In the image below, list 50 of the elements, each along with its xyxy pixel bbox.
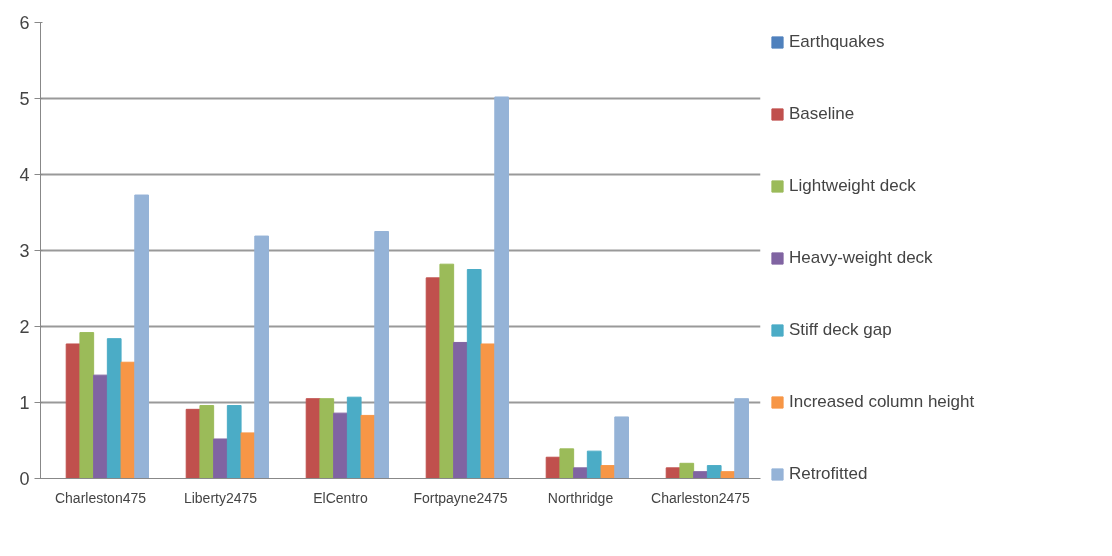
bar [226,405,242,479]
legend-label: Increased column height [789,392,975,412]
y-tick-label: 3 [19,241,30,261]
x-tick-label: Fortpayne2475 [413,489,508,506]
legend-label: Earthquakes [789,32,885,52]
bar [559,448,575,479]
y-tick-label: 2 [19,317,30,337]
bar [199,405,215,479]
bar [319,398,335,479]
bar [466,269,482,479]
x-tick-label: Charleston2475 [651,489,751,506]
legend-label: Baseline [789,104,855,124]
legend-label: Heavy-weight deck [789,248,933,268]
x-tick-label: Northridge [547,489,614,506]
legend-label: Retrofitted [789,464,868,484]
bar [586,450,602,479]
bar [346,396,362,479]
legend-label: Lightweight deck [789,176,916,196]
bar [360,414,376,479]
bar [240,432,256,479]
bar [213,438,228,479]
y-tick-label: 4 [19,165,30,185]
bar [453,341,468,479]
bar [333,412,348,479]
bar [706,465,722,479]
bar [679,462,695,479]
bar [494,96,509,479]
bar [439,263,455,479]
bar [693,471,708,479]
bar [720,471,736,479]
y-tick-label: 6 [19,13,30,33]
bar [614,416,629,479]
bar [93,374,108,479]
bar [106,338,122,479]
bar [254,235,269,479]
bar [480,343,496,479]
bar [600,465,616,479]
bar [573,467,588,479]
bar [134,194,149,479]
x-tick-label: Liberty2475 [183,489,258,506]
y-tick-label: 0 [19,469,30,489]
y-tick-label: 5 [19,89,30,109]
y-tick-label: 1 [19,393,30,413]
bar [374,231,389,479]
bar [734,398,749,479]
legend-label: Stiff deck gap [789,320,892,340]
x-tick-label: Charleston475 [54,489,147,506]
bar [79,332,95,479]
x-tick-label: ElCentro [313,489,368,506]
bar [120,361,136,479]
